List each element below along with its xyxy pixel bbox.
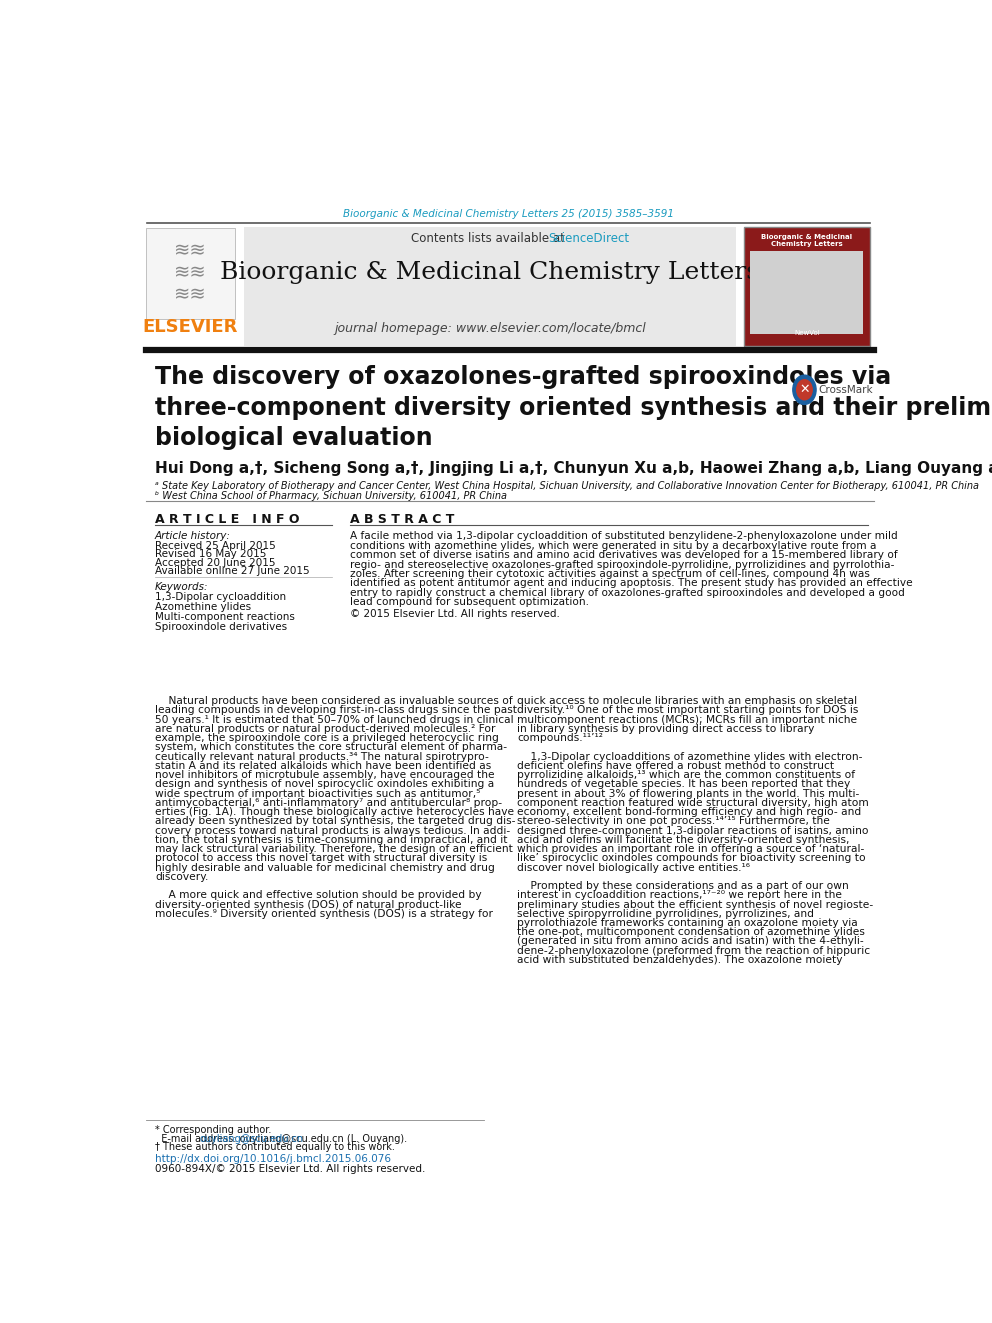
Text: interest in cycloaddition reactions,¹⁷⁻²⁰ we report here in the: interest in cycloaddition reactions,¹⁷⁻²… — [517, 890, 842, 900]
Ellipse shape — [793, 376, 816, 405]
Text: statin A and its related alkaloids which have been identified as: statin A and its related alkaloids which… — [155, 761, 491, 771]
Text: ceutically relevant natural products.³⁴ The natural spirotrypro-: ceutically relevant natural products.³⁴ … — [155, 751, 489, 762]
Text: are natural products or natural product-derived molecules.² For: are natural products or natural product-… — [155, 724, 495, 734]
Text: diversity-oriented synthesis (DOS) of natural product-like: diversity-oriented synthesis (DOS) of na… — [155, 900, 461, 909]
Text: wide spectrum of important bioactivities such as antitumor,⁵: wide spectrum of important bioactivities… — [155, 789, 480, 799]
Text: conditions with azomethine ylides, which were generated in situ by a decarboxyla: conditions with azomethine ylides, which… — [350, 541, 877, 550]
Text: Received 25 April 2015: Received 25 April 2015 — [155, 541, 276, 550]
Text: 1,3-Dipolar cycloaddition: 1,3-Dipolar cycloaddition — [155, 591, 286, 602]
Text: ✕: ✕ — [800, 384, 809, 397]
Text: A R T I C L E   I N F O: A R T I C L E I N F O — [155, 513, 300, 527]
Text: 50 years.¹ It is estimated that 50–70% of launched drugs in clinical: 50 years.¹ It is estimated that 50–70% o… — [155, 714, 514, 725]
Text: deficient olefins have offered a robust method to construct: deficient olefins have offered a robust … — [517, 761, 834, 771]
Text: ScienceDirect: ScienceDirect — [549, 232, 630, 245]
Text: quick access to molecule libraries with an emphasis on skeletal: quick access to molecule libraries with … — [517, 696, 857, 706]
Text: leading compounds in developing first-in-class drugs since the past: leading compounds in developing first-in… — [155, 705, 517, 716]
Text: NewVol: NewVol — [794, 329, 819, 336]
Text: pyrrolothiazole frameworks containing an oxazolone moiety via: pyrrolothiazole frameworks containing an… — [517, 918, 858, 927]
Text: multicomponent reactions (MCRs); MCRs fill an important niche: multicomponent reactions (MCRs); MCRs fi… — [517, 714, 857, 725]
Text: * Corresponding author.: * Corresponding author. — [155, 1125, 272, 1135]
Text: preliminary studies about the efficient synthesis of novel regioste-: preliminary studies about the efficient … — [517, 900, 873, 909]
Text: Bioorganic & Medicinal: Bioorganic & Medicinal — [761, 234, 852, 241]
Text: compounds.¹¹’¹²: compounds.¹¹’¹² — [517, 733, 603, 744]
Text: Spirooxindole derivatives: Spirooxindole derivatives — [155, 622, 287, 631]
Text: A B S T R A C T: A B S T R A C T — [350, 513, 454, 527]
Text: covery process toward natural products is always tedious. In addi-: covery process toward natural products i… — [155, 826, 510, 836]
Text: like’ spirocyclic oxindoles compounds for bioactivity screening to: like’ spirocyclic oxindoles compounds fo… — [517, 853, 866, 864]
Text: ELSEVIER: ELSEVIER — [142, 318, 237, 336]
Text: example, the spirooxindole core is a privileged heterocyclic ring: example, the spirooxindole core is a pri… — [155, 733, 499, 744]
Text: which provides an important role in offering a source of ‘natural-: which provides an important role in offe… — [517, 844, 864, 855]
Text: Chemistry Letters: Chemistry Letters — [771, 241, 842, 247]
Ellipse shape — [797, 380, 812, 400]
Text: Article history:: Article history: — [155, 532, 231, 541]
Text: in library synthesis by providing direct access to library: in library synthesis by providing direct… — [517, 724, 814, 734]
Text: diversity.¹⁰ One of the most important starting points for DOS is: diversity.¹⁰ One of the most important s… — [517, 705, 858, 716]
Text: Revised 16 May 2015: Revised 16 May 2015 — [155, 549, 267, 560]
Text: already been synthesized by total synthesis, the targeted drug dis-: already been synthesized by total synthe… — [155, 816, 516, 827]
Text: acid and olefins will facilitate the diversity-oriented synthesis,: acid and olefins will facilitate the div… — [517, 835, 849, 845]
Text: © 2015 Elsevier Ltd. All rights reserved.: © 2015 Elsevier Ltd. All rights reserved… — [350, 609, 560, 619]
Text: A more quick and effective solution should be provided by: A more quick and effective solution shou… — [155, 890, 482, 900]
Text: † These authors contributed equally to this work.: † These authors contributed equally to t… — [155, 1142, 395, 1152]
Text: discover novel biologically active entities.¹⁶: discover novel biologically active entit… — [517, 863, 750, 873]
Text: economy, excellent bond-forming efficiency and high regio- and: economy, excellent bond-forming efficien… — [517, 807, 861, 818]
Text: common set of diverse isatins and amino acid derivatives was developed for a 15-: common set of diverse isatins and amino … — [350, 550, 898, 560]
Text: designed three-component 1,3-dipolar reactions of isatins, amino: designed three-component 1,3-dipolar rea… — [517, 826, 868, 836]
Text: Natural products have been considered as invaluable sources of: Natural products have been considered as… — [155, 696, 513, 706]
Text: component reaction featured wide structural diversity, high atom: component reaction featured wide structu… — [517, 798, 869, 808]
Text: E-mail address: ouyliang@scu.edu.cn (L. Ouyang).: E-mail address: ouyliang@scu.edu.cn (L. … — [155, 1134, 407, 1143]
Text: journal homepage: www.elsevier.com/locate/bmcl: journal homepage: www.elsevier.com/locat… — [334, 321, 646, 335]
Text: http://dx.doi.org/10.1016/j.bmcl.2015.06.076: http://dx.doi.org/10.1016/j.bmcl.2015.06… — [155, 1155, 391, 1164]
Text: the one-pot, multicomponent condensation of azomethine ylides: the one-pot, multicomponent condensation… — [517, 927, 865, 937]
Text: identified as potent antitumor agent and inducing apoptosis. The present study h: identified as potent antitumor agent and… — [350, 578, 913, 589]
Text: may lack structural variability. Therefore, the design of an efficient: may lack structural variability. Therefo… — [155, 844, 513, 855]
Text: acid with substituted benzaldehydes). The oxazolone moiety: acid with substituted benzaldehydes). Th… — [517, 955, 842, 964]
Text: hundreds of vegetable species. It has been reported that they: hundreds of vegetable species. It has be… — [517, 779, 850, 790]
Text: The discovery of oxazolones-grafted spirooxindoles via
three-component diversity: The discovery of oxazolones-grafted spir… — [155, 365, 992, 450]
Text: Hui Dong a,†, Sicheng Song a,†, Jingjing Li a,†, Chunyun Xu a,b, Haowei Zhang a,: Hui Dong a,†, Sicheng Song a,†, Jingjing… — [155, 460, 992, 475]
Text: stereo-selectivity in one pot process.¹⁴’¹⁵ Furthermore, the: stereo-selectivity in one pot process.¹⁴… — [517, 816, 829, 827]
Text: erties (Fig. 1A). Though these biologically active heterocycles have: erties (Fig. 1A). Though these biologica… — [155, 807, 514, 818]
FancyBboxPatch shape — [146, 228, 235, 319]
Text: Contents lists available at: Contents lists available at — [411, 232, 568, 245]
Text: 1,3-Dipolar cycloadditions of azomethine ylides with electron-: 1,3-Dipolar cycloadditions of azomethine… — [517, 751, 862, 762]
Text: lead compound for subsequent optimization.: lead compound for subsequent optimizatio… — [350, 597, 589, 607]
Text: A facile method via 1,3-dipolar cycloaddition of substituted benzylidene-2-pheny: A facile method via 1,3-dipolar cycloadd… — [350, 532, 898, 541]
Text: ≋≋
≋≋
≋≋: ≋≋ ≋≋ ≋≋ — [174, 241, 206, 304]
Text: discovery.: discovery. — [155, 872, 208, 882]
Text: novel inhibitors of microtubule assembly, have encouraged the: novel inhibitors of microtubule assembly… — [155, 770, 495, 781]
Text: system, which constitutes the core structural element of pharma-: system, which constitutes the core struc… — [155, 742, 507, 753]
Text: molecules.⁹ Diversity oriented synthesis (DOS) is a strategy for: molecules.⁹ Diversity oriented synthesis… — [155, 909, 493, 918]
FancyBboxPatch shape — [744, 226, 870, 345]
Text: Multi-component reactions: Multi-component reactions — [155, 611, 295, 622]
Text: entry to rapidly construct a chemical library of oxazolones-grafted spirooxindol: entry to rapidly construct a chemical li… — [350, 587, 905, 598]
Text: Available online 27 June 2015: Available online 27 June 2015 — [155, 566, 310, 576]
Text: design and synthesis of novel spirocyclic oxindoles exhibiting a: design and synthesis of novel spirocycli… — [155, 779, 494, 790]
Text: Azomethine ylides: Azomethine ylides — [155, 602, 251, 611]
Text: 0960-894X/© 2015 Elsevier Ltd. All rights reserved.: 0960-894X/© 2015 Elsevier Ltd. All right… — [155, 1164, 426, 1174]
Text: ᵃ State Key Laboratory of Biotherapy and Cancer Center, West China Hospital, Sic: ᵃ State Key Laboratory of Biotherapy and… — [155, 480, 979, 491]
Text: Bioorganic & Medicinal Chemistry Letters 25 (2015) 3585–3591: Bioorganic & Medicinal Chemistry Letters… — [343, 209, 674, 220]
Text: highly desirable and valuable for medicinal chemistry and drug: highly desirable and valuable for medici… — [155, 863, 495, 873]
FancyBboxPatch shape — [750, 251, 863, 335]
Text: pyrrolizidine alkaloids,¹³ which are the common constituents of: pyrrolizidine alkaloids,¹³ which are the… — [517, 770, 855, 781]
Text: Accepted 20 June 2015: Accepted 20 June 2015 — [155, 557, 276, 568]
Text: regio- and stereoselective oxazolones-grafted spirooxindole-pyrrolidine, pyrroli: regio- and stereoselective oxazolones-gr… — [350, 560, 895, 570]
Text: ᵇ West China School of Pharmacy, Sichuan University, 610041, PR China: ᵇ West China School of Pharmacy, Sichuan… — [155, 491, 507, 500]
Text: (generated in situ from amino acids and isatin) with the 4-ethyli-: (generated in situ from amino acids and … — [517, 937, 864, 946]
Text: Bioorganic & Medicinal Chemistry Letters: Bioorganic & Medicinal Chemistry Letters — [220, 261, 759, 284]
Text: Prompted by these considerations and as a part of our own: Prompted by these considerations and as … — [517, 881, 849, 890]
Text: zoles. After screening their cytotoxic activities against a spectrum of cell-lin: zoles. After screening their cytotoxic a… — [350, 569, 870, 579]
Text: present in about 3% of flowering plants in the world. This multi-: present in about 3% of flowering plants … — [517, 789, 859, 799]
Text: selective spiropyrrolidine pyrrolidines, pyrrolizines, and: selective spiropyrrolidine pyrrolidines,… — [517, 909, 813, 918]
Text: antimycobacterial,⁶ anti-inflammatory⁷ and antitubercular⁸ prop-: antimycobacterial,⁶ anti-inflammatory⁷ a… — [155, 798, 502, 808]
Text: Keywords:: Keywords: — [155, 582, 208, 593]
Text: tion, the total synthesis is time-consuming and impractical, and it: tion, the total synthesis is time-consum… — [155, 835, 508, 845]
Text: ouyliang@scu.edu.cn: ouyliang@scu.edu.cn — [200, 1134, 305, 1143]
Text: dene-2-phenyloxazolone (preformed from the reaction of hippuric: dene-2-phenyloxazolone (preformed from t… — [517, 946, 870, 955]
Text: protocol to access this novel target with structural diversity is: protocol to access this novel target wit… — [155, 853, 487, 864]
Text: CrossMark: CrossMark — [818, 385, 873, 394]
FancyBboxPatch shape — [244, 226, 736, 345]
